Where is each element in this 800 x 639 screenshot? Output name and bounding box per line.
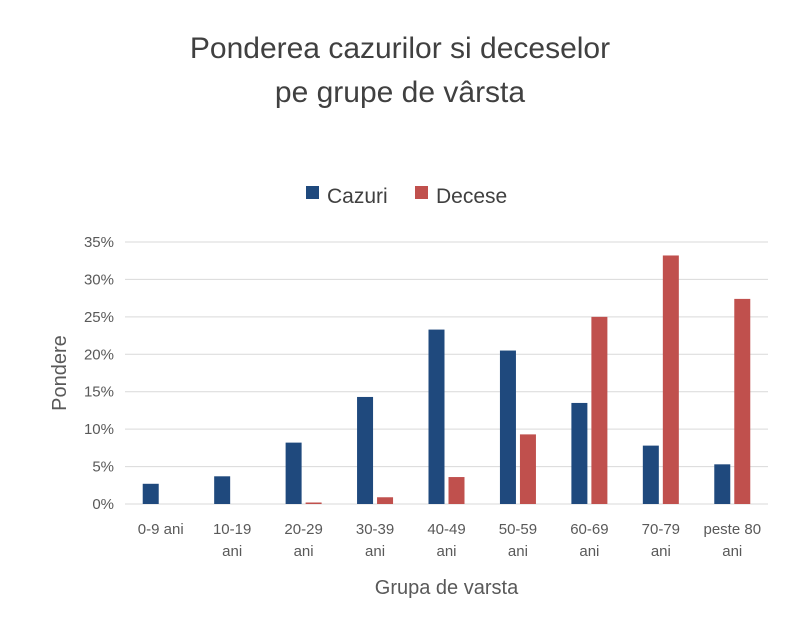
bar-cazuri [499, 350, 516, 504]
x-tick-label: 50-59 [499, 521, 537, 538]
x-tick-label: 40-49 [427, 521, 465, 538]
x-tick-label: ani [222, 543, 242, 560]
x-tick-label: 10-19 [213, 521, 251, 538]
x-axis-title: Grupa de varsta [375, 577, 519, 599]
bar-cazuri [714, 464, 731, 504]
x-tick-label: ani [294, 543, 314, 560]
bar-cazuri [142, 483, 159, 504]
y-axis-title: Pondere [49, 335, 71, 411]
y-tick-label: 35% [84, 234, 114, 251]
x-tick-label: 70-79 [642, 521, 680, 538]
gridlines [125, 241, 768, 505]
legend-swatch-decese [415, 186, 428, 199]
x-tick-label: 30-39 [356, 521, 394, 538]
bar-cazuri [642, 445, 659, 504]
x-tick-label: ani [508, 543, 528, 560]
legend-swatch-cazuri [306, 186, 319, 199]
y-tick-label: 25% [84, 309, 114, 326]
chart-title: Ponderea cazurilor si deceselor pe grupe … [190, 32, 610, 109]
x-tick-label: 60-69 [570, 521, 608, 538]
bar-decese [734, 298, 751, 504]
bar-cazuri [428, 329, 445, 504]
y-tick-label: 5% [92, 459, 114, 476]
x-tick-label: ani [722, 543, 742, 560]
legend: Cazuri Decese [306, 185, 507, 208]
y-tick-label: 30% [84, 271, 114, 288]
bar-decese [377, 497, 394, 504]
x-tick-label: ani [651, 543, 671, 560]
y-axis-ticks: 0% 5% 10% 15% 20% 25% 30% 35% [84, 234, 114, 513]
x-tick-label: ani [436, 543, 456, 560]
x-tick-label: 0-9 ani [138, 521, 184, 538]
x-axis-ticks: 0-9 ani 10-19 ani 20-29 ani 30-39 ani 40-49 ani 5… [138, 521, 761, 560]
bar-decese [591, 316, 608, 504]
bars [142, 255, 751, 504]
x-tick-label: ani [579, 543, 599, 560]
legend-label-decese: Decese [436, 185, 507, 208]
legend-label-cazuri: Cazuri [327, 185, 388, 208]
bar-cazuri [214, 476, 231, 504]
x-tick-label: peste 80 [704, 521, 762, 538]
chart-title-line: pe grupe de vârsta [275, 76, 525, 109]
x-tick-label: ani [365, 543, 385, 560]
y-tick-label: 0% [92, 496, 114, 513]
bar-decese [448, 477, 465, 504]
bar-decese [662, 255, 679, 504]
y-tick-label: 10% [84, 421, 114, 438]
y-tick-label: 15% [84, 384, 114, 401]
bar-cazuri [285, 442, 302, 504]
y-tick-label: 20% [84, 346, 114, 363]
bar-cazuri [357, 396, 374, 504]
x-tick-label: 20-29 [284, 521, 322, 538]
bar-decese [305, 502, 322, 504]
bar-decese [519, 434, 536, 504]
chart-title-line: Ponderea cazurilor si deceselor [190, 32, 610, 65]
bar-cazuri [571, 402, 588, 504]
